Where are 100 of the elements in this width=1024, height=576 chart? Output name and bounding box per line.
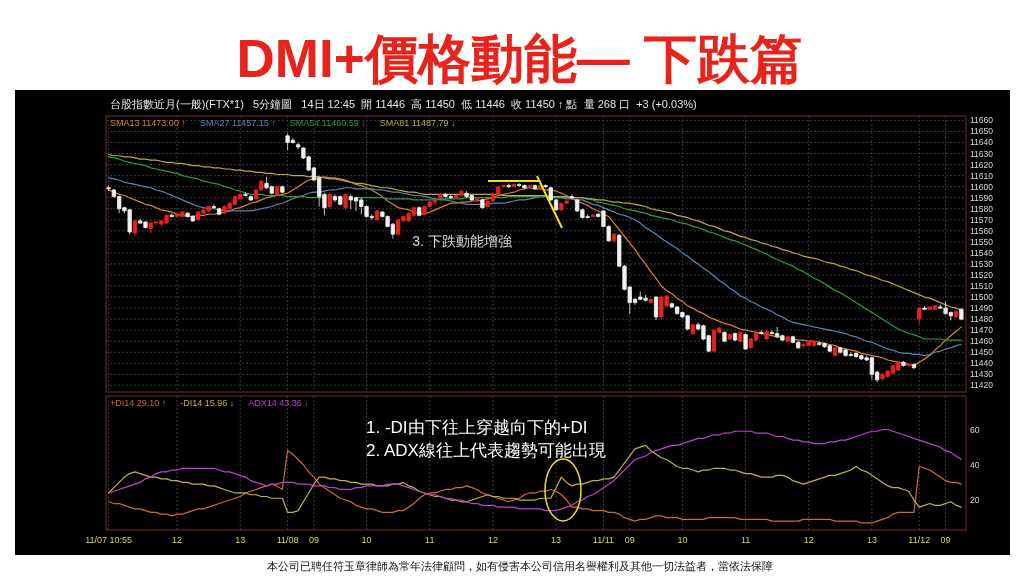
x-tick-label: 11/12 bbox=[908, 535, 931, 545]
x-tick-label: 12 bbox=[172, 535, 183, 545]
candlestick bbox=[901, 360, 906, 368]
chart-title: DMI+價格動能— 下跌篇 bbox=[236, 29, 804, 88]
candlestick bbox=[132, 219, 138, 237]
text: -DI14 15.96 ↓ bbox=[180, 398, 235, 408]
text: SMA81 11487.79 ↓ bbox=[379, 118, 456, 128]
candlestick bbox=[280, 185, 285, 194]
y-tick-label: 11450 bbox=[970, 347, 994, 358]
candlestick bbox=[480, 198, 485, 210]
candlestick bbox=[738, 330, 743, 343]
candlestick bbox=[653, 295, 659, 321]
x-tick-label: 11/11 bbox=[592, 535, 615, 545]
candlestick bbox=[511, 182, 517, 189]
candlestick bbox=[785, 335, 790, 343]
candlestick bbox=[569, 193, 574, 200]
annotation: 2. ADX線往上代表趨勢可能出現 bbox=[366, 441, 606, 460]
candlestick bbox=[722, 330, 727, 343]
y-tick-label: 11650 bbox=[970, 126, 994, 137]
candlestick bbox=[690, 323, 696, 335]
candlestick bbox=[648, 297, 653, 305]
candlestick bbox=[248, 195, 253, 202]
text: SMA13 11473.00 ↑ bbox=[110, 118, 186, 128]
y-tick-label: 11600 bbox=[970, 181, 994, 192]
x-tick-label: 13 bbox=[866, 535, 877, 545]
candlestick bbox=[727, 333, 732, 341]
candlestick bbox=[743, 333, 748, 351]
candlestick bbox=[764, 329, 769, 341]
candlestick bbox=[474, 197, 480, 203]
x-tick-label: 11 bbox=[740, 535, 751, 545]
y-tick-label: 11560 bbox=[970, 225, 994, 236]
y-tick-label: 11500 bbox=[970, 292, 994, 303]
y-tick-label: 11590 bbox=[970, 192, 994, 203]
y-tick-label: 20 bbox=[970, 495, 980, 506]
line-series bbox=[108, 444, 962, 513]
x-tick-label: 11 bbox=[425, 535, 435, 545]
x-tick-label: 09 bbox=[308, 535, 319, 545]
candlestick bbox=[217, 207, 222, 216]
y-tick-label: 11480 bbox=[970, 314, 994, 325]
candlestick bbox=[532, 184, 538, 191]
x-tick-label: 13 bbox=[551, 535, 562, 545]
annotation: 3. 下跌動能增強 bbox=[412, 233, 512, 249]
candlestick bbox=[959, 307, 964, 321]
x-tick-label: 13 bbox=[235, 535, 246, 545]
candlestick bbox=[732, 331, 738, 342]
y-tick-label: 11530 bbox=[970, 258, 994, 269]
y-tick-label: 11440 bbox=[970, 358, 994, 369]
y-tick-label: 11630 bbox=[970, 148, 994, 159]
candlestick bbox=[327, 192, 332, 210]
text: 本公司已聘任符玉章律師為常年法律顧問，如有侵害本公司信用名譽權利及其他一切法益者，當依法保障 bbox=[267, 560, 773, 572]
candlestick bbox=[543, 184, 548, 189]
candlestick bbox=[417, 206, 422, 217]
candlestick bbox=[906, 362, 911, 369]
y-tick-label: 11660 bbox=[970, 115, 994, 126]
x-tick-label: 10 bbox=[361, 535, 372, 545]
y-tick-label: 11610 bbox=[970, 170, 994, 181]
y-tick-label: 11490 bbox=[970, 303, 994, 314]
x-tick-label: 11/08 bbox=[276, 535, 299, 545]
y-tick-label: 60 bbox=[970, 424, 980, 435]
y-tick-label: 11430 bbox=[970, 369, 994, 380]
x-tick-label: 12 bbox=[487, 535, 498, 545]
annotation: 1. -DI由下往上穿越向下的+DI bbox=[366, 418, 588, 437]
candlestick bbox=[911, 362, 917, 370]
y-tick-label: 11620 bbox=[970, 159, 994, 170]
x-tick-label: 09 bbox=[624, 535, 635, 545]
y-tick-label: 11460 bbox=[970, 336, 994, 347]
y-tick-label: 11570 bbox=[970, 214, 994, 225]
candlestick bbox=[922, 305, 927, 311]
candlestick bbox=[506, 182, 511, 189]
candlestick bbox=[169, 212, 174, 218]
line-series bbox=[108, 154, 962, 311]
y-tick-label: 11580 bbox=[970, 203, 994, 214]
text: SMA54 11460.59 ↓ bbox=[289, 118, 366, 128]
chart-subtitle: 台股指數近月(一般)(FTX*1) 5分鐘圖 14日 12:45 開 11446 高 11450 低 11446 收 11450 ↑ 點 量 268 口 +3 (+0.03%) bbox=[110, 98, 697, 110]
y-tick-label: 11640 bbox=[970, 137, 994, 148]
y-tick-label: 11420 bbox=[970, 380, 994, 391]
x-tick-label: 09 bbox=[940, 535, 951, 545]
candlestick bbox=[611, 232, 617, 244]
candlestick bbox=[211, 203, 217, 210]
candlestick bbox=[917, 306, 922, 326]
candlestick bbox=[590, 213, 596, 218]
x-tick-label: 11/07 10:55 bbox=[85, 535, 133, 545]
text: ADX14 43.36 ↓ bbox=[248, 398, 309, 408]
y-tick-label: 11550 bbox=[970, 236, 994, 247]
candlestick bbox=[527, 184, 532, 189]
text: SMA27 11457.15 ↑ bbox=[199, 118, 276, 128]
text: +DI14 29.10 ↑ bbox=[110, 398, 167, 408]
y-tick-label: 11510 bbox=[970, 281, 994, 292]
candlestick bbox=[759, 329, 764, 335]
candlestick bbox=[438, 192, 443, 200]
y-tick-label: 11520 bbox=[970, 269, 994, 280]
candlestick bbox=[343, 192, 348, 211]
candlestick bbox=[953, 309, 959, 319]
y-tick-label: 11470 bbox=[970, 325, 994, 336]
candlestick bbox=[274, 185, 280, 196]
candlestick bbox=[832, 346, 838, 358]
x-tick-label: 10 bbox=[677, 535, 688, 545]
y-tick-label: 11540 bbox=[970, 247, 994, 258]
x-tick-label: 12 bbox=[803, 535, 814, 545]
y-tick-label: 40 bbox=[970, 459, 980, 470]
